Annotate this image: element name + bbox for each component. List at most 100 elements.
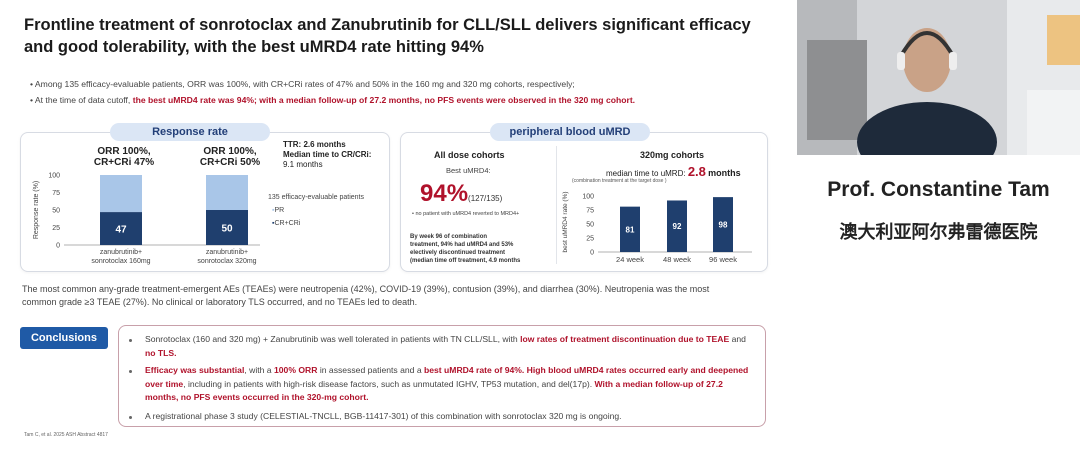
- orr-160-line1: ORR 100%,: [97, 146, 151, 157]
- best-umrd4-label: Best uMRD4:: [446, 166, 491, 175]
- all-dose-title: All dose cohorts: [434, 150, 505, 160]
- bullet-dot: [129, 416, 132, 419]
- ttr-line3: 9.1 months: [283, 160, 323, 169]
- bar-pr: [206, 175, 248, 210]
- citation-footer: Tam C, et al. 2025 ASH Abstract 4817: [24, 432, 108, 438]
- slide-title: Frontline treatment of sonrotoclax and Z…: [24, 14, 784, 58]
- orr-320-label: ORR 100%, CR+CRi 50%: [194, 146, 266, 168]
- c2-p1: , with a: [244, 365, 274, 375]
- c2-red2: 100% ORR: [273, 365, 318, 375]
- title-line-2: and good tolerability, with the best uMR…: [24, 38, 484, 56]
- legend-cr-swatch: ▪: [272, 220, 275, 227]
- ttr-line1: TTR: 2.6 months: [283, 140, 346, 149]
- big-fraction: (127/135): [468, 194, 503, 203]
- median-unit: months: [708, 168, 741, 178]
- bar-cr-label: 47: [115, 225, 127, 236]
- c2-red3: best uMRD4 rate of 94%. High blood uMRD4…: [145, 365, 749, 389]
- umrd-panel: [400, 132, 768, 272]
- legend-cr-label: CR+CRi: [274, 220, 301, 227]
- y-tick-label: 100: [48, 173, 60, 180]
- week96-line3: electively discontinued treatment: [410, 250, 506, 256]
- umrd-bar-label: 92: [673, 222, 682, 231]
- umrd-bar-label: 98: [719, 221, 728, 230]
- y-tick-label: 75: [586, 208, 594, 215]
- speaker-video-frame: [797, 0, 1080, 155]
- week96-line4: (median time off treatment, 4.9 months: [410, 258, 521, 264]
- x-tick-label: 48 week: [663, 255, 691, 264]
- bar-cr-label: 50: [221, 224, 233, 235]
- y-tick-label: 50: [52, 208, 60, 215]
- x-tick-label: zanubrutinib+: [100, 249, 142, 256]
- c1-mid: and: [729, 334, 746, 344]
- presentation-slide: Frontline treatment of sonrotoclax and Z…: [20, 14, 790, 438]
- median-label: median time to uMRD:: [606, 169, 686, 178]
- median-value: 2.8: [687, 164, 706, 179]
- conclusions-label: Conclusions: [20, 327, 108, 349]
- legend-cr: ▪CR+CRi: [272, 220, 300, 227]
- bar-cr: [206, 210, 248, 245]
- x-tick-label: 24 week: [616, 255, 644, 264]
- c2-p3: , including in patients with high-risk d…: [183, 378, 595, 389]
- umrd-heading: peripheral blood uMRD: [490, 123, 650, 141]
- umrd-chart: best uMRD4 rate (%) 100 75 50 25 0 81 24 week 92…: [562, 191, 752, 264]
- orr-160-line2: CR+CRi 47%: [93, 157, 155, 168]
- bullet-1-text: Among 135 efficacy-evaluable patients, O…: [34, 79, 575, 89]
- big-uMRD-value: 94%(127/135): [420, 180, 502, 208]
- speaker-institution: 澳大利亚阿尔弗雷德医院: [839, 222, 1038, 242]
- speaker-video: [797, 0, 1080, 155]
- bullet-2: • At the time of data cutoff, the best u…: [30, 95, 636, 105]
- umrd-bar: [620, 206, 640, 252]
- conclusion-3: A registrational phase 3 study (CELESTIA…: [145, 411, 622, 421]
- legend-pr-label: PR: [274, 207, 285, 214]
- c1-red1: low rates of treatment discontinuation d…: [520, 334, 730, 344]
- response-rate-chart: Response rate (%) 100 75 50 25 0 47 zanubrutini…: [33, 173, 260, 265]
- big-percent: 94%: [420, 180, 469, 207]
- c1-red2: no TLS.: [145, 347, 177, 358]
- bar-pr: [100, 175, 142, 213]
- no-revert-note: • no patient with uMRD4 reverted to MRD4…: [412, 211, 520, 217]
- week96-line1: By week 96 of combination: [410, 234, 488, 240]
- conclusion-1: Sonrotoclax (160 and 320 mg) + Zanubruti…: [145, 333, 755, 360]
- bullet-dot: [129, 370, 132, 373]
- umrd-divider: [556, 146, 557, 264]
- x-tick-label: sonrotoclax 320mg: [197, 258, 256, 265]
- x-tick-label: sonrotoclax 160mg: [91, 258, 150, 265]
- umrd-bar: [667, 200, 687, 252]
- y-tick-label: 25: [586, 236, 594, 243]
- legend-title: 135 efficacy-evaluable patients: [268, 194, 364, 201]
- title-line-1: Frontline treatment of sonrotoclax and Z…: [24, 16, 751, 34]
- orr-320-line1: ORR 100%,: [203, 146, 257, 157]
- speaker-name: Prof. Constantine Tam: [827, 178, 1050, 201]
- y-tick-label: 75: [52, 190, 60, 197]
- c2-red4: With a median follow-up of 27.2 months, …: [145, 378, 723, 403]
- combo-note: (combination treatment at the target dos…: [572, 178, 667, 184]
- y-tick-label: 25: [52, 225, 60, 232]
- teae-note: The most common any-grade treatment-emer…: [22, 284, 710, 307]
- ttr-line2: Median time to CR/CRi:: [283, 150, 372, 159]
- orr-320-line2: CR+CRi 50%: [199, 157, 261, 168]
- summary-bullets: • Among 135 efficacy-evaluable patients,…: [30, 76, 790, 108]
- y-tick-label: 0: [590, 250, 594, 257]
- y-tick-label: 100: [582, 194, 594, 201]
- x-tick-label: zanubrutinib+: [206, 249, 248, 256]
- umrd-bar-label: 81: [626, 225, 635, 234]
- week96-note: By week 96 of combination treatment, 94%…: [410, 233, 520, 265]
- c2-p2: in assessed patients and a: [317, 365, 424, 375]
- bar-cr: [100, 212, 142, 245]
- bullet-1: • Among 135 efficacy-evaluable patients,…: [30, 79, 575, 89]
- x-tick-label: 96 week: [709, 255, 737, 264]
- ttr-note: TTR: 2.6 months Median time to CR/CRi: 9…: [283, 140, 371, 170]
- median-time-label: median time to uMRD: 2.8 months: [606, 164, 741, 179]
- y-axis-label: best uMRD4 rate (%): [562, 191, 569, 252]
- no-revert-text: no patient with uMRD4 reverted to MRD4+: [415, 211, 520, 217]
- legend-pr-swatch: ▪: [272, 207, 275, 214]
- orr-160-label: ORR 100%, CR+CRi 47%: [88, 146, 160, 168]
- conclusions-box: Sonrotoclax (160 and 320 mg) + Zanubruti…: [118, 325, 766, 427]
- legend-pr: ▪PR: [272, 207, 284, 214]
- c2-red1: Efficacy was substantial: [145, 365, 245, 375]
- response-rate-heading: Response rate: [110, 123, 270, 141]
- bullet-2-text: At the time of data cutoff,: [34, 95, 133, 105]
- conclusion-2: Efficacy was substantial, with a 100% OR…: [145, 364, 755, 405]
- week96-line2: treatment, 94% had uMRD4 and 53%: [410, 242, 514, 248]
- bullet-dot: [129, 339, 132, 342]
